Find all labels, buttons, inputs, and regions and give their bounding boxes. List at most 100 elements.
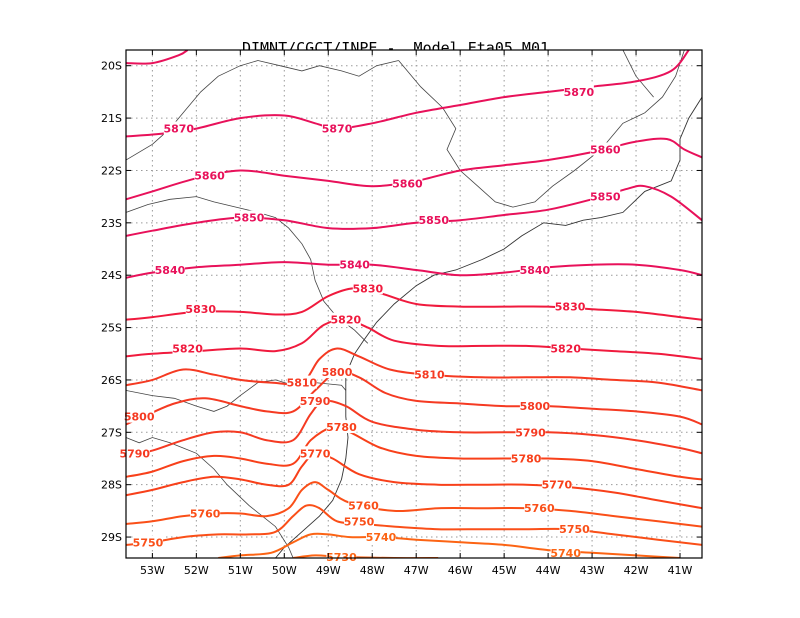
lon-tick-label: 41W <box>668 564 693 577</box>
contour-label-5800: 5800 <box>124 411 155 424</box>
contour-labels: 5870 5870 5870 5860 5860 5860 5850 5850 5850 5840… <box>119 84 621 564</box>
contour-label-bg <box>555 299 586 313</box>
contour-label-5760: 5760 <box>190 507 221 520</box>
contour-label-5860: 5860 <box>194 170 225 183</box>
contour-label-5790: 5790 <box>300 395 331 408</box>
lat-tick-label: 24S <box>101 269 122 282</box>
contour-label-5770: 5770 <box>300 447 331 460</box>
contour-label-5830: 5830 <box>555 301 586 314</box>
contour-5840 <box>126 261 702 279</box>
contour-label-bg <box>322 121 353 135</box>
contour-label-bg <box>414 367 445 381</box>
contour-label-5820: 5820 <box>172 343 203 356</box>
contour-label-bg <box>330 312 361 326</box>
lon-tick-label: 46W <box>448 564 473 577</box>
contour-5820 <box>126 318 702 360</box>
lon-tick-label: 48W <box>360 564 385 577</box>
contour-label-5850: 5850 <box>418 214 449 227</box>
contour-label-5740: 5740 <box>550 547 581 560</box>
contour-label-bg <box>300 446 331 460</box>
contour-label-5820: 5820 <box>550 343 581 356</box>
contour-label-bg <box>234 210 265 224</box>
contour-label-5800: 5800 <box>322 366 353 379</box>
contour-label-5780: 5780 <box>511 452 542 465</box>
plot-frame <box>125 49 703 559</box>
lat-tick-label: 29S <box>101 531 122 544</box>
lat-tick-label: 23S <box>101 217 122 230</box>
lat-tick-label: 27S <box>101 426 122 439</box>
contour-label-5840: 5840 <box>339 259 370 272</box>
contour-label-bg <box>519 262 550 276</box>
contour-label-bg <box>524 501 555 515</box>
lat-tick-label: 26S <box>101 374 122 387</box>
contour-label-bg <box>550 341 581 355</box>
state-boundary <box>398 50 685 208</box>
contour-label-5740: 5740 <box>366 531 397 544</box>
contour-label-bg <box>326 420 357 434</box>
contour-label-bg <box>326 549 357 563</box>
contour-label-bg <box>119 446 150 460</box>
lat-tick-label: 21S <box>101 112 122 125</box>
contour-label-bg <box>339 257 370 271</box>
coastline <box>275 96 702 558</box>
contour-label-5870: 5870 <box>163 123 194 136</box>
contour-label-5840: 5840 <box>155 264 186 277</box>
contour-5810 <box>126 347 702 392</box>
contour-label-bg <box>392 176 423 190</box>
contour-label-5830: 5830 <box>353 282 384 295</box>
contour-label-bg <box>300 393 331 407</box>
lat-tick-label: 28S <box>101 479 122 492</box>
contour-label-bg <box>154 262 185 276</box>
contour-label-5810: 5810 <box>287 377 318 390</box>
lon-tick-label: 50W <box>272 564 297 577</box>
contour-5870 <box>126 50 189 65</box>
contour-label-bg <box>550 545 581 559</box>
lon-tick-label: 45W <box>492 564 517 577</box>
longitude-axis: 53W 52W 51W 50W 49W 48W 47W 46W 45W 44W 43W 42W 41W <box>140 50 693 577</box>
contour-label-5820: 5820 <box>331 314 362 327</box>
contour-label-5790: 5790 <box>119 447 150 460</box>
contour-label-bg <box>124 409 155 423</box>
contour-label-bg <box>418 213 449 227</box>
contour-5790 <box>126 399 702 457</box>
contour-label-5790: 5790 <box>515 426 546 439</box>
contour-label-5830: 5830 <box>185 303 216 316</box>
lon-tick-label: 53W <box>140 564 165 577</box>
lon-tick-label: 47W <box>404 564 429 577</box>
contour-label-bg <box>132 535 163 549</box>
latitude-axis: 20S 21S 22S 23S 24S 25S 26S 27S 28S 29S <box>101 60 702 544</box>
contour-label-bg <box>541 477 572 491</box>
contour-label-bg <box>559 522 590 536</box>
contour-label-bg <box>322 365 353 379</box>
contour-label-5810: 5810 <box>414 369 445 382</box>
state-boundary <box>622 50 654 98</box>
contour-label-bg <box>185 302 216 316</box>
lon-tick-label: 43W <box>580 564 605 577</box>
contour-label-5760: 5760 <box>524 502 555 515</box>
contour-5800 <box>126 370 702 426</box>
contour-label-5860: 5860 <box>590 144 621 157</box>
contour-label-bg <box>563 84 594 98</box>
lon-tick-label: 42W <box>624 564 649 577</box>
contour-label-bg <box>348 498 379 512</box>
contour-label-5860: 5860 <box>392 178 423 191</box>
lon-tick-label: 44W <box>536 564 561 577</box>
contour-label-5750: 5750 <box>133 536 164 549</box>
lon-tick-label: 49W <box>316 564 341 577</box>
lat-tick-label: 25S <box>101 322 122 335</box>
lon-tick-label: 52W <box>184 564 209 577</box>
contour-label-5850: 5850 <box>234 212 265 225</box>
contour-label-5760: 5760 <box>348 500 379 513</box>
contour-label-bg <box>172 341 203 355</box>
contour-label-bg <box>190 506 221 520</box>
contour-label-5770: 5770 <box>542 479 573 492</box>
lat-tick-label: 22S <box>101 164 122 177</box>
lon-tick-label: 51W <box>228 564 253 577</box>
contour-label-5750: 5750 <box>344 515 375 528</box>
contour-label-bg <box>194 168 225 182</box>
contour-label-5780: 5780 <box>326 421 357 434</box>
state-boundary <box>126 196 369 344</box>
contour-label-bg <box>511 451 542 465</box>
contour-label-5870: 5870 <box>564 86 595 99</box>
